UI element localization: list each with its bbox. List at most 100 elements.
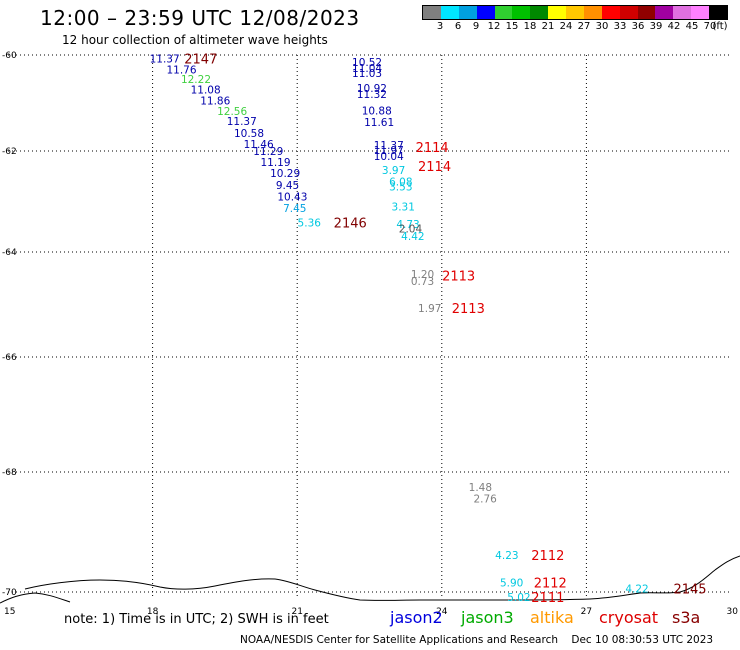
colorbar-swatch <box>423 6 441 19</box>
colorbar-swatch <box>637 6 656 19</box>
pass-number-label: 2145 <box>673 582 706 597</box>
wave-height-label: 4.42 <box>401 231 424 243</box>
y-tick-label: -66 <box>2 353 17 363</box>
x-tick-label: 21 <box>291 607 302 617</box>
wave-height-label: 10.92 <box>357 83 387 95</box>
wave-height-label: 11.37 <box>374 140 404 152</box>
credit-footer: NOAA/NESDIS Center for Satellite Applica… <box>240 634 713 646</box>
pass-number-label: 2112 <box>534 576 567 591</box>
wave-height-label: 4.23 <box>495 550 518 562</box>
coastline-west <box>0 592 71 604</box>
pass-number-label: 2112 <box>531 549 564 564</box>
legend-note: note: 1) Time is in UTC; 2) SWH is in fe… <box>64 612 329 627</box>
wave-height-label: 11.61 <box>364 117 394 129</box>
colorbar-tick-label: 9 <box>472 21 480 32</box>
wave-height-label: 11.37 <box>150 53 180 65</box>
wave-height-label: 11.03 <box>352 68 382 80</box>
colorbar-swatch <box>476 6 495 19</box>
y-tick-label: -70 <box>2 588 17 598</box>
wave-height-label: 0.73 <box>411 276 434 288</box>
pass-number-label: 2146 <box>334 217 367 232</box>
wave-height-label: 10.29 <box>270 168 300 180</box>
pass-number-label: 2111 <box>531 591 564 606</box>
satellite-altika: altika <box>530 608 574 627</box>
axis-tick-labels: 15 18 21 24 27 30 -60 -62 -64 -66 -68 -70 <box>2 51 738 617</box>
satellite-jason2: jason2 <box>390 608 443 627</box>
x-tick-label: 18 <box>147 607 159 617</box>
wave-height-label: 10.43 <box>277 191 307 203</box>
map-title: 12:00 – 23:59 UTC 12/08/2023 <box>40 6 360 30</box>
colorbar-swatch <box>440 6 459 19</box>
colorbar-tick-label: 36 <box>631 21 645 32</box>
wave-height-label: 11.19 <box>260 157 290 169</box>
wave-height-label: 11.97 <box>374 145 404 157</box>
credit-timestamp: Dec 10 08:30:53 UTC 2023 <box>571 634 714 646</box>
colorbar-swatch <box>458 6 477 19</box>
pass-number-label: 2114 <box>418 160 451 175</box>
colorbar-tick-label: (ft) <box>712 21 728 32</box>
wave-height-label: 2.04 <box>399 223 423 235</box>
colorbar-swatch <box>548 6 566 19</box>
wave-height-label: 10.88 <box>362 106 392 118</box>
x-tick-label: 24 <box>436 607 448 617</box>
colorbar-tick-label: 6 <box>454 21 462 32</box>
pass-number-label: 2114 <box>416 141 449 156</box>
wave-height-label: 1.48 <box>469 482 492 494</box>
wave-height-label: 3.97 <box>382 165 405 177</box>
y-tick-label: -60 <box>2 51 17 61</box>
coastline <box>0 555 740 604</box>
wave-height-observations: 11.3711.7612.2211.0811.8612.5611.3710.58… <box>150 53 649 603</box>
wave-height-label: 11.29 <box>253 146 283 158</box>
colorbar-swatch <box>691 6 709 19</box>
colorbar-tick-label: 70 <box>703 21 717 32</box>
colorbar-swatch <box>673 6 692 19</box>
wave-height-label: 5.36 <box>298 218 322 230</box>
wave-height-colorbar <box>422 5 728 20</box>
wave-height-label: 11.08 <box>191 85 221 97</box>
colorbar-tick-label: 42 <box>667 21 681 32</box>
y-tick-label: -62 <box>2 147 17 157</box>
wave-height-label: 12.56 <box>217 106 247 118</box>
colorbar-tick-label: 18 <box>523 21 537 32</box>
wave-height-label: 11.76 <box>166 64 196 76</box>
wave-height-label: 7.45 <box>283 203 306 215</box>
wave-height-label: 4.22 <box>625 583 648 595</box>
pass-number-label: 2147 <box>184 52 217 67</box>
colorbar-tick-label: 24 <box>559 21 573 32</box>
colorbar-tick-label: 12 <box>487 21 501 32</box>
wave-height-label: 9.45 <box>276 180 299 192</box>
colorbar-swatch <box>530 6 549 19</box>
wave-height-label: 1.20 <box>411 269 434 281</box>
map-subtitle: 12 hour collection of altimeter wave hei… <box>62 33 328 47</box>
wave-height-label: 11.46 <box>244 139 274 151</box>
wave-height-label: 4.73 <box>396 219 419 231</box>
wave-height-label: 10.52 <box>352 57 382 69</box>
pass-number-label: 2113 <box>452 302 485 317</box>
colorbar-swatch <box>583 6 602 19</box>
satellite-s3a: s3a <box>672 608 701 627</box>
colorbar-swatch <box>494 6 513 19</box>
pass-number-label: 2113 <box>442 270 475 285</box>
wave-height-label: 2.76 <box>473 493 497 505</box>
colorbar-swatch <box>566 6 584 19</box>
x-tick-label: 30 <box>727 607 739 617</box>
wave-height-label: 11.32 <box>357 89 387 101</box>
wave-height-label: 1.97 <box>418 303 441 315</box>
wave-height-label: 5.90 <box>500 577 523 589</box>
wave-height-label: 10.04 <box>374 151 404 163</box>
colorbar-swatch <box>512 6 531 19</box>
y-tick-label: -64 <box>2 248 17 258</box>
coastline-main <box>24 555 740 601</box>
wave-height-label: 5.02 <box>507 592 530 604</box>
wave-height-label: 6.08 <box>389 176 412 188</box>
y-tick-label: -68 <box>2 468 17 478</box>
colorbar-tick-label: 33 <box>613 21 627 32</box>
colorbar-labels: 3 6 9 12 15 18 21 24 27 30 33 36 39 42 45 70 (ft) <box>422 21 740 35</box>
x-tick-label: 15 <box>4 607 15 617</box>
wave-height-label: 11.37 <box>227 116 257 128</box>
wave-height-label: 3.53 <box>389 181 412 193</box>
wave-height-label: 12.22 <box>181 74 211 86</box>
x-tick-label: 27 <box>581 607 592 617</box>
